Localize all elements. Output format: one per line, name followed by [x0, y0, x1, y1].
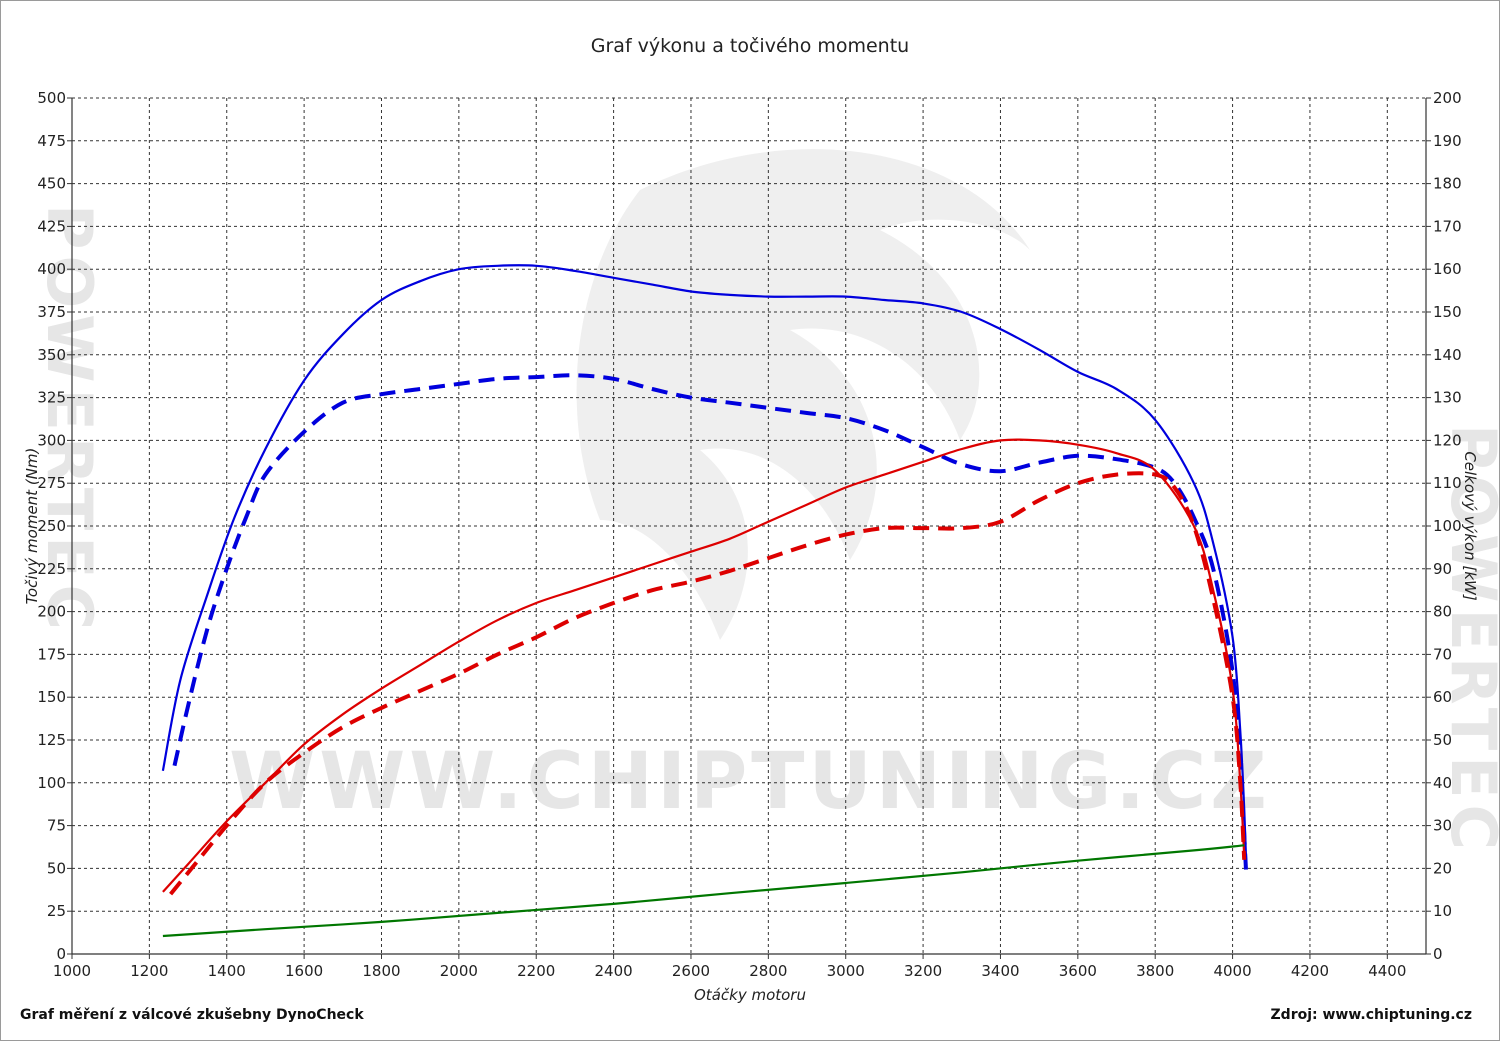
- y-right-tick-label: 0: [1433, 945, 1443, 963]
- tick-labels: 1000 1200 1400 1600 1800 2000 2200 2400 2600 2800…: [37, 89, 1461, 980]
- x-tick-label: 1800: [362, 962, 400, 980]
- y-right-tick-label: 130: [1433, 389, 1462, 407]
- power-stock-line: [169, 471, 1247, 896]
- x-tick-label: 3400: [981, 962, 1019, 980]
- x-tick-label: 2200: [517, 962, 555, 980]
- y-left-tick-label: 375: [37, 303, 66, 321]
- y-left-tick-label: 400: [37, 260, 66, 278]
- axes: [67, 97, 1431, 959]
- y-right-tick-label: 90: [1433, 560, 1452, 578]
- y-right-tick-label: 200: [1433, 89, 1462, 107]
- x-tick-label: 1400: [208, 962, 246, 980]
- y-left-tick-label: 225: [37, 560, 66, 578]
- y-right-tick-label: 140: [1433, 346, 1462, 364]
- y-left-tick-label: 150: [37, 688, 66, 706]
- torque-stock-line: [172, 373, 1249, 872]
- y-right-tick-label: 10: [1433, 902, 1452, 920]
- y-left-tick-label: 75: [47, 817, 66, 835]
- y-left-tick-label: 475: [37, 132, 66, 150]
- watermark-side-right: POWERTEC: [1437, 424, 1500, 856]
- y-left-tick-label: 0: [56, 945, 66, 963]
- y-right-tick-label: 180: [1433, 175, 1462, 193]
- y-left-tick-label: 175: [37, 645, 66, 663]
- x-tick-label: 3000: [827, 962, 865, 980]
- y-right-tick-label: 150: [1433, 303, 1462, 321]
- y-right-tick-label: 20: [1433, 859, 1452, 877]
- x-tick-label: 3600: [1059, 962, 1097, 980]
- x-axis-title: Otáčky motoru: [694, 986, 806, 1004]
- y-left-tick-label: 250: [37, 517, 66, 535]
- x-tick-label: 2800: [749, 962, 787, 980]
- x-tick-label: 2600: [672, 962, 710, 980]
- y-left-tick-label: 25: [47, 902, 66, 920]
- y-right-tick-label: 50: [1433, 731, 1452, 749]
- torque-tuned-line: [161, 264, 1248, 860]
- y-left-tick-label: 275: [37, 474, 66, 492]
- x-tick-label: 3200: [904, 962, 942, 980]
- grid: [72, 97, 1426, 954]
- y-right-tick-label: 80: [1433, 603, 1452, 621]
- loss-line: [162, 844, 1245, 938]
- y-right-tick-label: 70: [1433, 645, 1452, 663]
- x-tick-label: 4000: [1213, 962, 1251, 980]
- watermark-center-text: WWW.CHIPTUNING.CZ: [229, 737, 1271, 827]
- series-layer: [161, 264, 1249, 938]
- y-left-tick-label: 325: [37, 389, 66, 407]
- y-right-tick-label: 190: [1433, 132, 1462, 150]
- y-right-tick-label: 160: [1433, 260, 1462, 278]
- y-left-tick-label: 350: [37, 346, 66, 364]
- x-tick-label: 4400: [1368, 962, 1406, 980]
- y-left-tick-label: 125: [37, 731, 66, 749]
- y-right-tick-label: 60: [1433, 688, 1452, 706]
- y-left-tick-label: 100: [37, 774, 66, 792]
- y-right-tick-label: 100: [1433, 517, 1462, 535]
- y-left-tick-label: 300: [37, 431, 66, 449]
- y-left-tick-label: 425: [37, 217, 66, 235]
- y-axis-right-title: Celkový výkon [kW]: [1461, 451, 1479, 601]
- y-right-tick-label: 170: [1433, 217, 1462, 235]
- x-tick-label: 4200: [1291, 962, 1329, 980]
- y-left-tick-label: 450: [37, 175, 66, 193]
- x-tick-label: 1600: [285, 962, 323, 980]
- footer-right: Zdroj: www.chiptuning.cz: [1271, 1007, 1472, 1023]
- y-left-tick-label: 200: [37, 603, 66, 621]
- x-tick-label: 2400: [595, 962, 633, 980]
- x-tick-label: 3800: [1136, 962, 1174, 980]
- footer-left: Graf měření z válcové zkušebny DynoCheck: [20, 1007, 364, 1023]
- power-tuned-line: [162, 438, 1246, 893]
- y-right-tick-label: 30: [1433, 817, 1452, 835]
- chart-title: Graf výkonu a točivého momentu: [591, 35, 909, 57]
- y-axis-left-title: Točivý moment (Nm): [23, 448, 41, 605]
- watermark-logo-shape: [576, 149, 1030, 640]
- y-left-tick-label: 50: [47, 859, 66, 877]
- y-right-tick-label: 120: [1433, 431, 1462, 449]
- x-tick-label: 2000: [440, 962, 478, 980]
- watermark-layer: WWW.CHIPTUNING.CZ POWERTEC POWERTEC: [33, 149, 1500, 856]
- y-left-tick-label: 500: [37, 89, 66, 107]
- x-tick-label: 1200: [130, 962, 168, 980]
- x-tick-label: 1000: [53, 962, 91, 980]
- y-right-tick-label: 110: [1433, 474, 1462, 492]
- watermark-side-left: POWERTEC: [33, 204, 106, 636]
- y-right-tick-label: 40: [1433, 774, 1452, 792]
